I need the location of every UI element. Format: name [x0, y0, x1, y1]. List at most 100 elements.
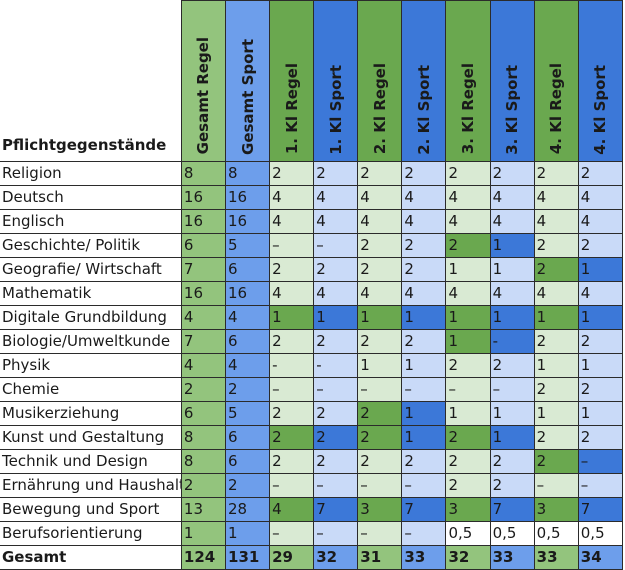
- table-cell: 4: [401, 208, 447, 234]
- subject-label: Digitale Grundbildung: [0, 304, 182, 330]
- table-cell: 8: [225, 160, 271, 186]
- table-cell: –: [401, 376, 447, 402]
- table-cell: -: [313, 352, 359, 378]
- table-cell: 4: [357, 280, 403, 306]
- table-cell: 2: [445, 424, 491, 450]
- subject-label: Chemie: [0, 376, 182, 402]
- table-cell: 1: [533, 352, 579, 378]
- table-cell: 2: [577, 424, 624, 450]
- table-cell: 2: [577, 160, 624, 186]
- table-cell: 1: [357, 304, 403, 330]
- table-cell: 4: [577, 280, 624, 306]
- table-cell: 2: [401, 448, 447, 474]
- table-cell: 1: [313, 304, 359, 330]
- table-cell: 4: [401, 280, 447, 306]
- table-cell: 2: [357, 424, 403, 450]
- table-cell: 1: [225, 520, 271, 546]
- table-cell: 4: [533, 184, 579, 210]
- table-cell: 7: [180, 256, 227, 282]
- table-cell: 2: [401, 160, 447, 186]
- table-cell: 2: [269, 328, 315, 354]
- table-cell: 32: [313, 544, 359, 570]
- table-cell: 16: [180, 184, 227, 210]
- table-cell: 2: [180, 376, 227, 402]
- table-cell: 16: [180, 280, 227, 306]
- table-cell: 2: [401, 232, 447, 258]
- table-cell: 2: [269, 256, 315, 282]
- table-cell: 4: [445, 280, 491, 306]
- table-cell: 2: [445, 448, 491, 474]
- table-cell: 4: [269, 280, 315, 306]
- table-cell: 34: [577, 544, 624, 570]
- column-header: 1. Kl Sport: [313, 0, 359, 162]
- table-cell: 1: [489, 232, 535, 258]
- table-cell: 1: [489, 400, 535, 426]
- table-cell: 2: [225, 376, 271, 402]
- table-cell: –: [577, 448, 624, 474]
- table-cell: 1: [445, 256, 491, 282]
- table-cell: 4: [180, 352, 227, 378]
- table-cell: 4: [533, 280, 579, 306]
- table-cell: 2: [313, 424, 359, 450]
- table-cell: 2: [577, 328, 624, 354]
- total-label: Gesamt: [0, 544, 182, 570]
- table-cell: –: [313, 376, 359, 402]
- table-cell: 4: [313, 208, 359, 234]
- table-cell: 4: [401, 184, 447, 210]
- table-cell: 1: [489, 256, 535, 282]
- table-cell: 2: [357, 448, 403, 474]
- table-cell: 2: [313, 328, 359, 354]
- total-row: Gesamt 124 131 29 32 31 33 32 33 33 34: [0, 544, 624, 570]
- table-cell: 6: [180, 232, 227, 258]
- table-cell: 31: [357, 544, 403, 570]
- column-header: 2. Kl Sport: [401, 0, 447, 162]
- table-cell: 2: [445, 160, 491, 186]
- table-row: Digitale Grundbildung 4 4 1 1 1 1 1 1 1 1: [0, 304, 624, 330]
- table-cell: 2: [313, 160, 359, 186]
- table-cell: 2: [533, 160, 579, 186]
- table-body: Religion 8 8 2 2 2 2 2 2 2 2 Deutsch 16 16 4 4 4 4 4 4 4 4 Eng…: [0, 160, 624, 570]
- table-cell: 0,5: [577, 520, 624, 546]
- table-cell: 4: [180, 304, 227, 330]
- subject-label: Biologie/Umweltkunde: [0, 328, 182, 354]
- table-cell: 2: [357, 232, 403, 258]
- table-cell: 16: [225, 280, 271, 306]
- table-cell: 4: [313, 280, 359, 306]
- table-cell: 2: [445, 352, 491, 378]
- table-cell: 8: [180, 160, 227, 186]
- table-row: Geografie/ Wirtschaft 7 6 2 2 2 2 1 1 2 1: [0, 256, 624, 282]
- table-cell: 2: [533, 424, 579, 450]
- table-cell: 8: [180, 424, 227, 450]
- table-cell: 16: [180, 208, 227, 234]
- column-header: 4. Kl Sport: [577, 0, 624, 162]
- table-row: Religion 8 8 2 2 2 2 2 2 2 2: [0, 160, 624, 186]
- subject-label: Mathematik: [0, 280, 182, 306]
- table-cell: 2: [489, 448, 535, 474]
- table-cell: 7: [180, 328, 227, 354]
- table-cell: 4: [313, 184, 359, 210]
- table-cell: 2: [225, 472, 271, 498]
- table-cell: –: [269, 520, 315, 546]
- table-cell: 6: [225, 424, 271, 450]
- table-cell: 4: [489, 208, 535, 234]
- table-cell: 2: [489, 472, 535, 498]
- subject-label: Technik und Design: [0, 448, 182, 474]
- table-cell: 5: [225, 400, 271, 426]
- table-cell: 6: [225, 256, 271, 282]
- table-cell: 2: [357, 400, 403, 426]
- table-cell: 1: [577, 256, 624, 282]
- subject-label: Geografie/ Wirtschaft: [0, 256, 182, 282]
- table-row: Biologie/Umweltkunde 7 6 2 2 2 2 1-2 2: [0, 328, 624, 354]
- table-cell: 1: [445, 328, 491, 354]
- column-header: 3. Kl Sport: [489, 0, 535, 162]
- table-cell: 2: [445, 472, 491, 498]
- table-cell: 1: [577, 304, 624, 330]
- table-cell: 0,5: [445, 520, 491, 546]
- table-cell: –: [401, 520, 447, 546]
- table-row: Musikerziehung 6 5 2 2 2 1 1 1 1 1: [0, 400, 624, 426]
- subject-label: Deutsch: [0, 184, 182, 210]
- table-cell: 6: [180, 400, 227, 426]
- table-cell: 2: [445, 232, 491, 258]
- subject-label: Physik: [0, 352, 182, 378]
